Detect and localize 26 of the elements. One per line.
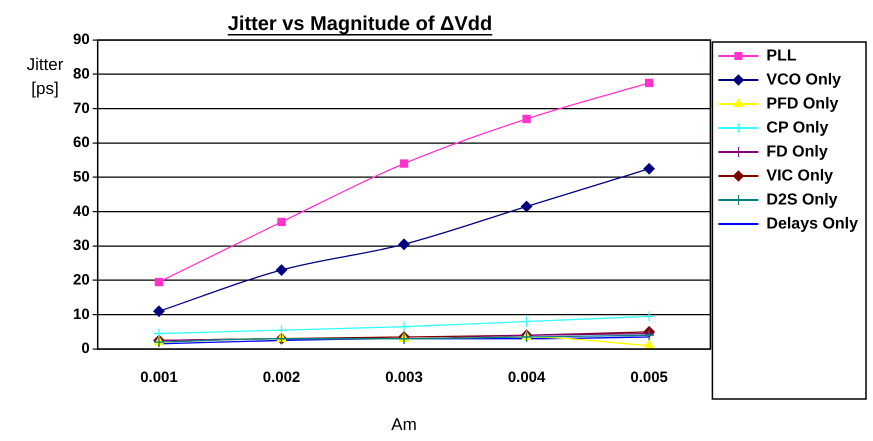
y-tick-label: 10 xyxy=(72,306,90,323)
y-tick-label: 0 xyxy=(81,340,90,358)
legend-label: VCO Only xyxy=(766,71,842,88)
x-tick-label: 0.002 xyxy=(262,369,300,386)
chart-title: Jitter vs Magnitude of ΔVdd xyxy=(228,13,492,35)
x-tick-label: 0.005 xyxy=(630,369,668,386)
legend-label: Delays Only xyxy=(766,215,858,232)
legend-label: PLL xyxy=(766,47,797,64)
x-tick-label: 0.003 xyxy=(385,369,423,386)
legend-label: FD Only xyxy=(766,143,828,160)
y-tick-label: 20 xyxy=(72,271,90,288)
legend-label: VIC Only xyxy=(766,167,834,184)
y-tick-label: 50 xyxy=(72,168,90,186)
y-tick-label: 90 xyxy=(72,31,90,48)
y-tick-label: 40 xyxy=(72,202,90,220)
legend-label: D2S Only xyxy=(766,191,838,208)
y-axis-title: Jitter [ps] xyxy=(26,55,64,98)
y-tick-label: 30 xyxy=(72,237,90,254)
x-tick-label: 0.004 xyxy=(508,369,546,386)
x-tick-label: 0.001 xyxy=(140,369,178,386)
legend-label: CP Only xyxy=(766,119,828,136)
y-tick-label: 70 xyxy=(72,100,90,117)
legend-label: PFD Only xyxy=(766,95,839,112)
y-tick-label: 60 xyxy=(72,134,90,152)
x-axis-title: Am xyxy=(391,415,417,434)
y-tick-label: 80 xyxy=(72,65,90,82)
